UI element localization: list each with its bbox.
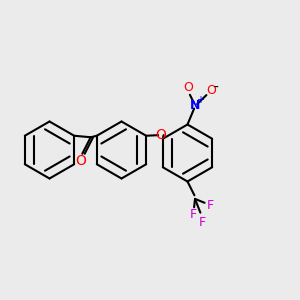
Text: O: O xyxy=(155,128,166,142)
Text: -: - xyxy=(214,81,218,95)
Text: F: F xyxy=(198,216,206,229)
Text: N: N xyxy=(190,98,200,112)
Text: F: F xyxy=(207,199,214,212)
Text: O: O xyxy=(184,81,193,94)
Text: O: O xyxy=(75,154,86,168)
Text: F: F xyxy=(190,208,197,221)
Text: O: O xyxy=(206,84,216,97)
Text: +: + xyxy=(196,94,204,105)
